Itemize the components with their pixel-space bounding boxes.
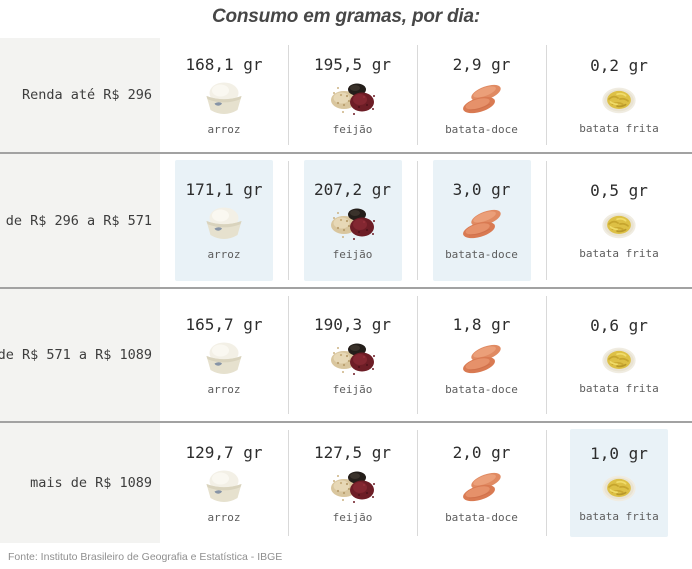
consumption-value: 1,0 gr (590, 443, 648, 463)
table-row: mais de R$ 1089 129,7 gr arroz 127,5 gr … (0, 423, 692, 543)
cell-arroz: 171,1 gr arroz (160, 154, 288, 287)
table-row: de R$ 296 a R$ 571 171,1 gr arroz 207,2 … (0, 154, 692, 287)
food-label: batata frita (579, 509, 659, 523)
food-label: arroz (207, 382, 241, 396)
consumption-value: 207,2 gr (313, 180, 392, 199)
food-label: arroz (207, 248, 241, 261)
cell-batata-frita: 0,5 gr batata frita (546, 154, 692, 287)
row-divider (0, 287, 692, 289)
cell-arroz: 165,7 gr arroz (160, 289, 288, 421)
food-label: arroz (207, 122, 241, 136)
cell-arroz: 168,1 gr arroz (160, 38, 288, 152)
beans-icon (329, 79, 377, 119)
rice-bowl-icon (200, 79, 248, 119)
food-label: batata frita (579, 381, 659, 395)
cell-batata-frita: 0,2 gr batata frita (546, 38, 692, 152)
income-bracket-label: de R$ 296 a R$ 571 (0, 154, 160, 287)
table-row: Renda até R$ 296 168,1 gr arroz 195,5 gr… (0, 38, 692, 152)
consumption-value: 2,0 gr (452, 442, 511, 462)
page-title: Consumo em gramas, por dia: (211, 6, 481, 27)
food-label: arroz (207, 510, 241, 524)
cell-arroz: 129,7 gr arroz (160, 423, 288, 543)
cell-batata-doce: 1,8 gr batata-doce (417, 289, 546, 421)
cell-batata-doce: 2,9 gr batata-doce (417, 38, 546, 152)
food-label: feijão (332, 510, 373, 524)
food-label: feijão (332, 122, 373, 136)
cell-feijao: 127,5 gr feijão (288, 423, 417, 543)
consumption-value: 0,6 gr (590, 315, 648, 335)
consumption-value: 190,3 gr (313, 314, 392, 334)
consumption-value: 0,2 gr (590, 55, 648, 75)
french-fries-icon (596, 340, 642, 378)
beans-icon (329, 204, 377, 244)
consumption-value: 165,7 gr (185, 314, 263, 334)
consumption-value: 0,5 gr (590, 181, 648, 200)
food-label: batata-doce (445, 248, 518, 261)
row-divider (0, 152, 692, 154)
consumption-value: 1,8 gr (452, 314, 511, 334)
food-label: feijão (332, 248, 373, 261)
consumption-value: 129,7 gr (185, 442, 263, 462)
beans-icon (329, 467, 377, 507)
consumption-value: 171,1 gr (185, 180, 263, 199)
food-label: feijão (332, 382, 373, 396)
cell-feijao: 190,3 gr feijão (288, 289, 417, 421)
consumption-value: 127,5 gr (313, 442, 392, 462)
cell-batata-frita: 1,0 gr batata frita (546, 423, 692, 543)
cell-feijao: 207,2 gr feijão (288, 154, 417, 287)
consumption-value: 195,5 gr (313, 54, 392, 74)
consumption-value: 3,0 gr (452, 180, 511, 199)
source-attribution: Fonte: Instituto Brasileiro de Geografia… (8, 551, 283, 563)
sweet-potato-icon (458, 204, 506, 244)
cell-batata-doce: 3,0 gr batata-doce (417, 154, 546, 287)
food-label: batata frita (579, 247, 659, 260)
french-fries-icon (596, 205, 642, 243)
french-fries-icon (596, 80, 642, 118)
food-label: batata-doce (445, 382, 518, 396)
consumption-value: 168,1 gr (185, 54, 263, 74)
beans-icon (329, 339, 377, 379)
food-label: batata frita (579, 121, 659, 135)
income-bracket-label: Renda até R$ 296 (0, 38, 160, 152)
rice-bowl-icon (200, 204, 248, 244)
cell-batata-frita: 0,6 gr batata frita (546, 289, 692, 421)
income-bracket-label: de R$ 571 a R$ 1089 (0, 289, 160, 421)
food-label: batata-doce (445, 510, 518, 524)
table-row: de R$ 571 a R$ 1089 165,7 gr arroz 190,3… (0, 289, 692, 421)
rice-bowl-icon (200, 467, 248, 507)
income-bracket-label: mais de R$ 1089 (0, 423, 160, 543)
cell-feijao: 195,5 gr feijão (288, 38, 417, 152)
french-fries-icon (596, 468, 642, 506)
consumption-value: 2,9 gr (452, 54, 511, 74)
sweet-potato-icon (458, 467, 506, 507)
rice-bowl-icon (200, 339, 248, 379)
row-divider (0, 421, 692, 423)
sweet-potato-icon (458, 339, 506, 379)
food-label: batata-doce (445, 122, 518, 136)
sweet-potato-icon (458, 79, 506, 119)
cell-batata-doce: 2,0 gr batata-doce (417, 423, 546, 543)
